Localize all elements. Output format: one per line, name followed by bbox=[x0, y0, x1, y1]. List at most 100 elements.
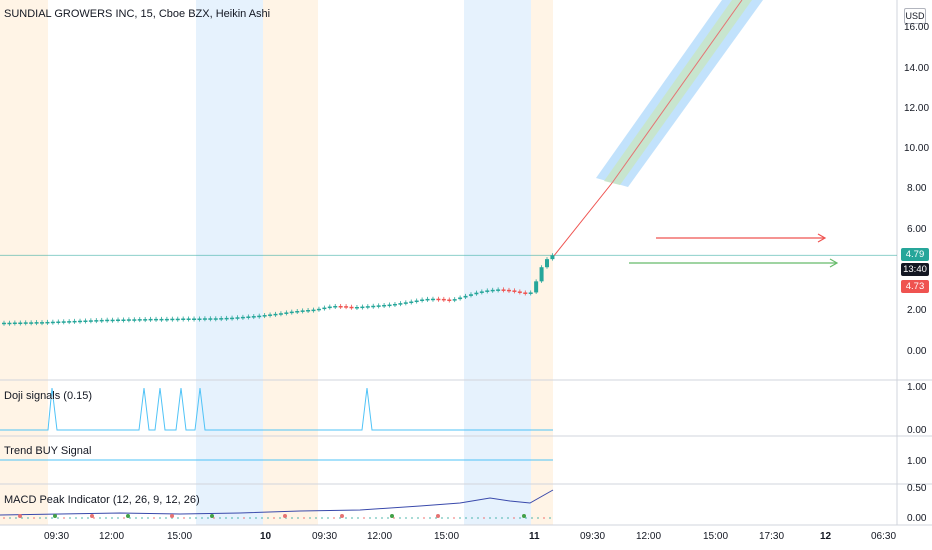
candle bbox=[34, 322, 39, 324]
macd-peak-marker bbox=[90, 514, 94, 518]
doji-tick: 0.00 bbox=[907, 425, 927, 436]
candle bbox=[387, 304, 392, 307]
candle bbox=[523, 292, 528, 294]
candle bbox=[50, 321, 55, 324]
candle bbox=[56, 321, 61, 324]
candle bbox=[496, 289, 501, 291]
trend-pane-title[interactable]: Trend BUY Signal bbox=[4, 445, 92, 457]
candle bbox=[430, 298, 435, 301]
candle bbox=[306, 310, 311, 312]
macd-peak-marker bbox=[283, 514, 287, 518]
macd-pane-title[interactable]: MACD Peak Indicator (12, 26, 9, 12, 26) bbox=[4, 494, 200, 506]
candle bbox=[78, 320, 83, 323]
candle bbox=[479, 291, 484, 293]
candle bbox=[392, 303, 397, 306]
date-label: 10 bbox=[260, 531, 272, 542]
candle bbox=[506, 289, 511, 292]
time-label: 09:30 bbox=[44, 531, 70, 542]
trend-tick: 1.00 bbox=[907, 456, 927, 467]
doji-pane-title[interactable]: Doji signals (0.15) bbox=[4, 390, 93, 402]
candle bbox=[268, 314, 273, 316]
time-label: 06:30 bbox=[871, 531, 897, 542]
candle bbox=[132, 319, 137, 321]
candle bbox=[235, 317, 240, 319]
candle bbox=[273, 313, 278, 316]
candle bbox=[143, 319, 148, 321]
candle bbox=[403, 302, 408, 304]
candle bbox=[420, 299, 425, 302]
candle bbox=[230, 317, 235, 320]
time-label: 12:00 bbox=[99, 531, 125, 542]
date-label: 12 bbox=[820, 531, 832, 542]
candle bbox=[545, 259, 549, 268]
candle bbox=[517, 291, 522, 293]
time-label: 15:00 bbox=[167, 531, 193, 542]
currency-button[interactable]: USD bbox=[904, 8, 926, 24]
candle bbox=[116, 319, 121, 321]
candle bbox=[322, 307, 327, 310]
trend-line bbox=[552, 182, 613, 258]
macd-peak-marker bbox=[18, 514, 22, 518]
macd-peak-marker bbox=[126, 514, 130, 518]
time-label: 12:00 bbox=[367, 531, 393, 542]
session-band bbox=[464, 0, 531, 525]
candle bbox=[94, 320, 99, 322]
channel-median bbox=[611, 0, 743, 184]
time-label: 12:00 bbox=[636, 531, 662, 542]
candle bbox=[181, 318, 186, 320]
price-tick: 6.00 bbox=[907, 224, 927, 235]
candle bbox=[458, 297, 463, 300]
candle bbox=[23, 322, 28, 324]
candle bbox=[414, 300, 419, 303]
candle bbox=[354, 306, 359, 309]
candle bbox=[534, 281, 539, 293]
candle bbox=[45, 321, 50, 324]
candle bbox=[18, 322, 23, 325]
candle bbox=[224, 317, 229, 320]
candle bbox=[512, 290, 517, 292]
candle bbox=[349, 306, 354, 309]
candle bbox=[365, 306, 370, 308]
time-label: 09:30 bbox=[312, 531, 338, 542]
candle bbox=[501, 289, 506, 291]
candle bbox=[539, 267, 544, 282]
candle bbox=[72, 320, 77, 323]
candle bbox=[295, 311, 300, 313]
candle bbox=[447, 299, 452, 302]
candle bbox=[474, 292, 479, 295]
candle bbox=[436, 298, 441, 301]
macd-tick: 0.00 bbox=[907, 513, 927, 524]
candle bbox=[67, 321, 72, 323]
macd-line bbox=[0, 489, 554, 516]
candle bbox=[452, 299, 457, 301]
session-band bbox=[531, 0, 553, 525]
candle bbox=[300, 310, 305, 312]
candle bbox=[382, 304, 387, 307]
candle bbox=[2, 322, 6, 325]
session-band bbox=[196, 0, 263, 525]
candle bbox=[246, 316, 251, 318]
session-band bbox=[263, 0, 318, 525]
macd-peak-marker bbox=[340, 514, 344, 518]
macd-peak-marker bbox=[170, 514, 174, 518]
candle bbox=[7, 322, 12, 325]
time-label: 15:00 bbox=[434, 531, 460, 542]
candle bbox=[485, 290, 490, 292]
price-tick: 0.00 bbox=[907, 346, 927, 357]
candle bbox=[327, 306, 332, 309]
time-label: 17:30 bbox=[759, 531, 785, 542]
candle bbox=[29, 322, 34, 324]
candle bbox=[88, 320, 93, 322]
macd-tick: 0.50 bbox=[907, 483, 927, 494]
candle bbox=[289, 311, 294, 314]
candle bbox=[197, 318, 202, 320]
current-price-tag: 4.79 bbox=[901, 248, 929, 261]
channel-inner bbox=[604, 0, 752, 185]
doji-tick: 1.00 bbox=[907, 382, 927, 393]
candle bbox=[311, 309, 316, 312]
candle bbox=[262, 315, 267, 317]
candle bbox=[12, 322, 17, 325]
candle bbox=[175, 318, 180, 321]
price-tick: 12.00 bbox=[904, 103, 930, 114]
